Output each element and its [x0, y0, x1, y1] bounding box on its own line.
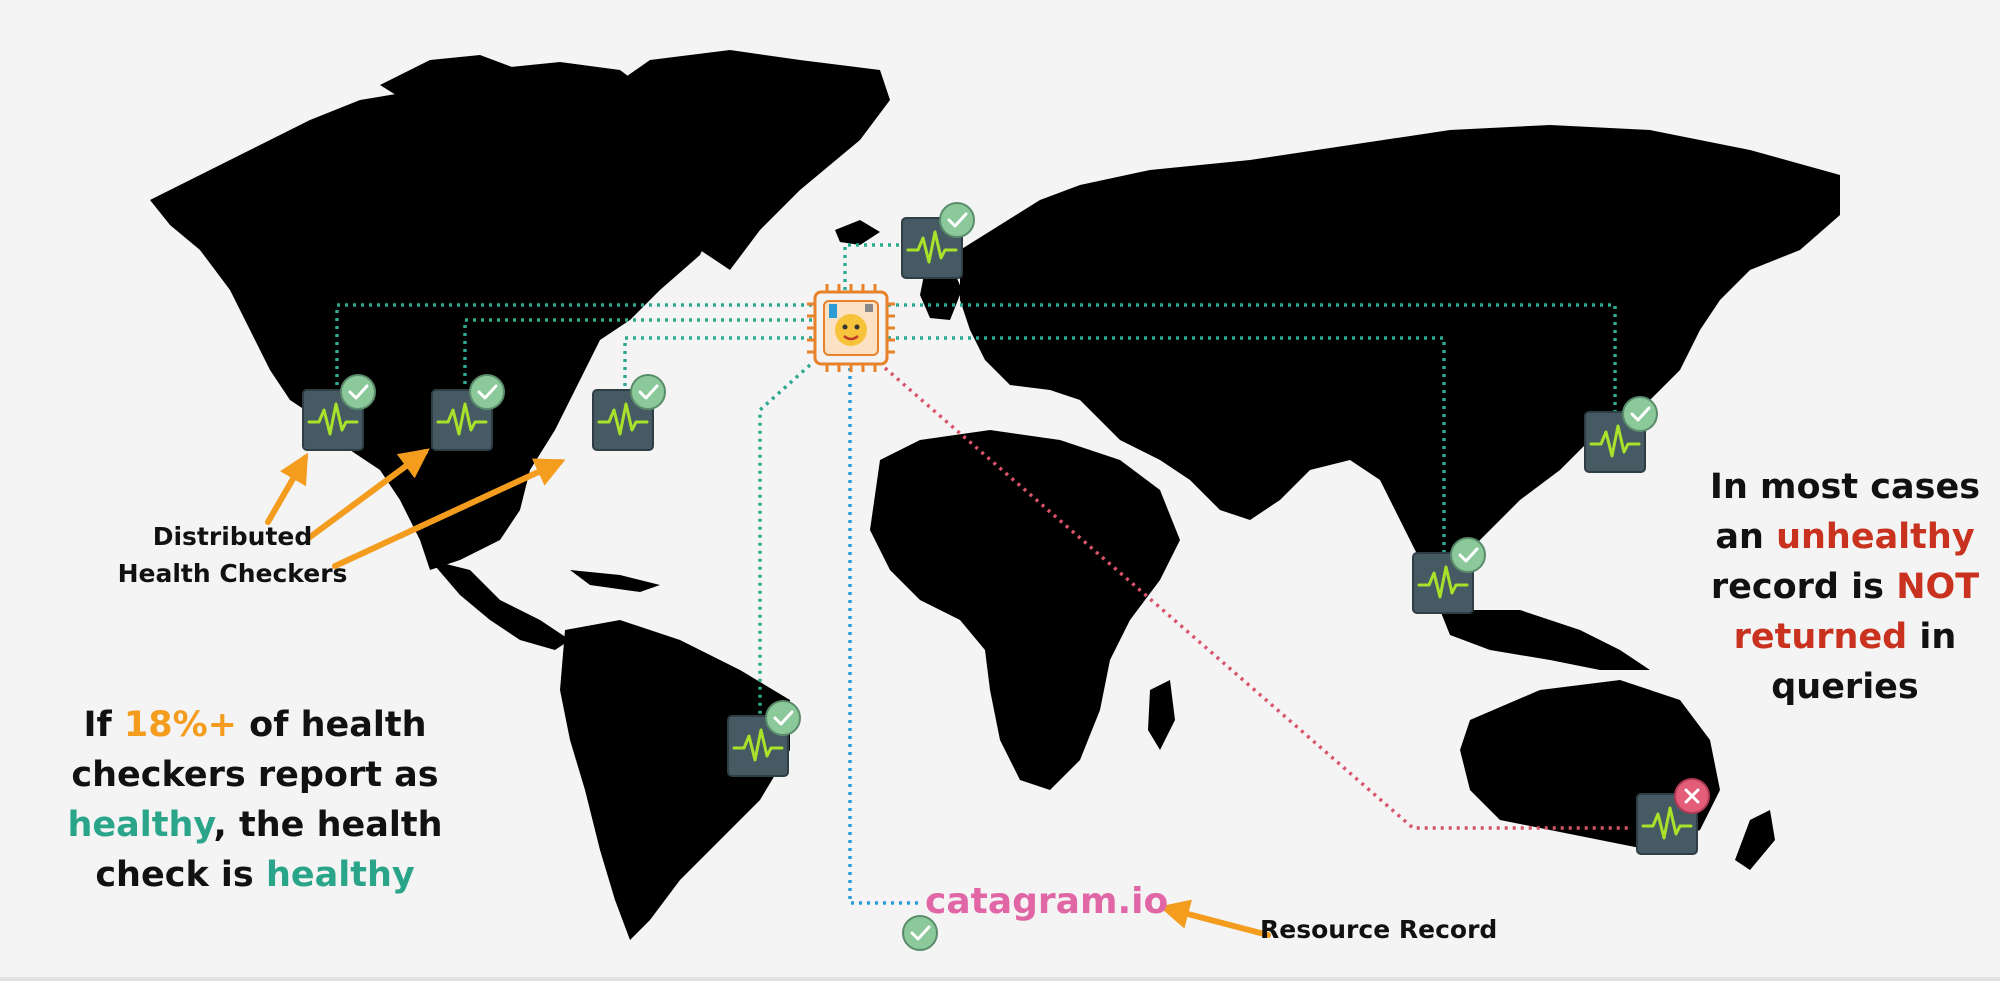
link-us-west	[335, 303, 820, 390]
threshold-note: If 18%+ of health checkers report as hea…	[50, 700, 460, 900]
x-circle-icon	[1674, 778, 1710, 814]
health-checker-icon	[302, 374, 376, 451]
caribbean	[570, 570, 660, 592]
se-asia-islands	[1440, 610, 1650, 670]
link-resource-record	[848, 368, 918, 905]
threshold-healthy-1: healthy	[67, 805, 214, 845]
japan	[1605, 330, 1660, 420]
link-europe	[843, 243, 900, 290]
domain-name: catagram.io	[925, 881, 1169, 922]
resource-record-label: Resource Record	[1260, 915, 1498, 944]
distributed-line1: Distributed	[152, 522, 313, 551]
threshold-text-2: of health checkers report as	[71, 705, 439, 795]
health-checker-icon	[1636, 778, 1710, 855]
distributed-line2: Health Checkers	[117, 559, 348, 588]
annotation-arrows	[265, 448, 1271, 938]
check-circle-icon	[340, 374, 376, 410]
health-checker-icon	[431, 374, 505, 451]
new-zealand	[1735, 810, 1775, 870]
central-america	[430, 560, 570, 650]
health-checkers	[302, 202, 1710, 855]
returned-word: returned	[1733, 617, 1908, 657]
check-circle-icon	[1622, 396, 1658, 432]
health-checker-icon	[592, 374, 666, 451]
unhealthy-word: unhealthy	[1776, 517, 1975, 557]
distributed-checkers-label: Distributed Health Checkers	[100, 518, 365, 592]
link-brazil	[758, 363, 812, 715]
connection-lines	[335, 243, 1630, 905]
route53-chip-icon	[807, 284, 895, 372]
africa	[870, 430, 1180, 790]
health-checker-icon	[727, 700, 801, 777]
check-circle-icon	[469, 374, 505, 410]
madagascar	[1148, 680, 1175, 750]
south-america	[560, 620, 790, 940]
unhealthy-text-3: in queries	[1771, 617, 1957, 707]
arctic-islands	[380, 55, 520, 110]
check-circle-icon	[939, 202, 975, 238]
health-checker-icon	[1412, 537, 1486, 614]
arrow-to-domain	[1159, 899, 1271, 938]
world-map	[150, 50, 1840, 940]
check-circle-icon	[765, 700, 801, 736]
arrow-to-us-east	[332, 458, 566, 569]
check-circle-icon	[1450, 537, 1486, 573]
arrow-to-us-west	[265, 452, 309, 525]
iceland	[835, 220, 880, 245]
health-checker-icon	[1584, 396, 1658, 473]
threshold-text-3: , the health check is	[95, 805, 443, 895]
greenland	[600, 50, 890, 270]
threshold-healthy-2: healthy	[265, 855, 415, 895]
unhealthy-text-2: record is	[1710, 567, 1897, 607]
check-circle-icon	[630, 374, 666, 410]
eurasia	[960, 125, 1840, 580]
unhealthy-note: In most cases an unhealthy record is NOT…	[1690, 462, 2000, 712]
link-australia	[883, 366, 1630, 830]
bottom-rule	[0, 977, 2000, 981]
arrow-to-us-central	[307, 448, 430, 540]
link-us-central	[463, 318, 820, 390]
check-circle-icon	[902, 915, 938, 951]
link-us-east	[623, 336, 820, 390]
threshold-percent: 18%+	[123, 705, 237, 745]
threshold-text-1: If	[83, 705, 124, 745]
north-america	[150, 62, 720, 570]
health-checker-icon	[901, 202, 975, 279]
unhealthy-text-1: In most cases an	[1709, 467, 1981, 557]
not-word: NOT	[1896, 567, 1980, 607]
